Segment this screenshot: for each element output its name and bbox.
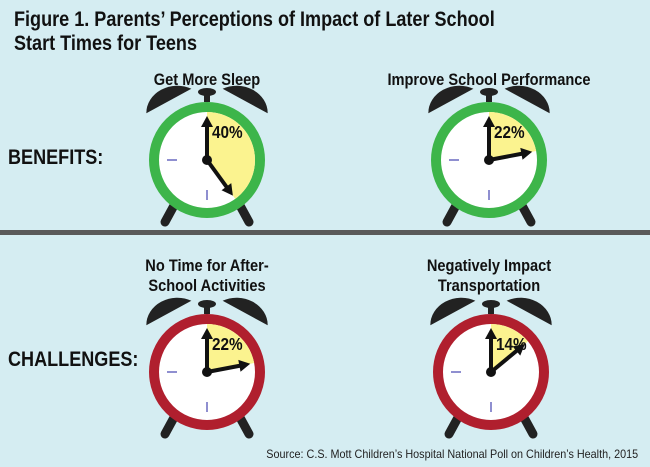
figure-title: Figure 1. Parents’ Perceptions of Impact…	[14, 8, 495, 55]
clock-1: 40%	[146, 85, 268, 227]
percent-label: 14%	[496, 334, 527, 354]
clock-title-transportation: Negatively Impact Transportation	[426, 256, 552, 295]
percent-wedge	[491, 324, 528, 372]
minute-hand-arrow-icon	[485, 328, 497, 339]
minute-hand-arrow-icon	[201, 328, 213, 339]
hour-hand	[489, 347, 521, 374]
clock-pivot	[202, 367, 212, 377]
percent-label: 22%	[494, 122, 525, 142]
bell-left-icon	[428, 85, 474, 114]
hour-hand-arrow-icon	[520, 147, 533, 160]
clock-stem	[204, 304, 210, 314]
minute-hand-arrow-icon	[483, 116, 495, 127]
bell-left-icon	[146, 85, 192, 114]
clock-4: 14%	[430, 297, 552, 439]
clock-knob	[480, 88, 498, 96]
clock-title-sleep: Get More Sleep	[153, 70, 261, 89]
bell-right-icon	[222, 297, 268, 326]
percent-wedge	[207, 324, 255, 372]
percent-wedge	[489, 112, 537, 160]
bell-left-icon	[430, 297, 476, 326]
bell-left-icon	[146, 297, 192, 326]
hour-hand-arrow-icon	[512, 343, 525, 356]
clock-3: 22%	[146, 297, 268, 439]
hour-hand-arrow-icon	[221, 183, 233, 196]
clock-title-performance: Improve School Performance	[387, 70, 591, 89]
benefits-label: BENEFITS:	[8, 146, 104, 169]
clock-stem	[486, 92, 492, 102]
clock-2: 22%	[428, 85, 550, 227]
hour-hand	[206, 363, 243, 374]
hour-hand-arrow-icon	[238, 359, 251, 372]
clock-knob	[198, 300, 216, 308]
clock-pivot	[486, 367, 496, 377]
clock-knob	[482, 300, 500, 308]
hour-hand	[205, 158, 230, 191]
clock-stem	[204, 92, 210, 102]
section-divider	[0, 230, 650, 235]
minute-hand-arrow-icon	[201, 116, 213, 127]
bell-right-icon	[504, 85, 550, 114]
bell-right-icon	[506, 297, 552, 326]
percent-label: 22%	[212, 334, 243, 354]
clock-title-activities: No Time for After-School Activities	[145, 256, 269, 295]
percent-wedge	[207, 112, 255, 199]
clock-stem	[488, 304, 494, 314]
challenges-label: CHALLENGES:	[8, 348, 139, 371]
source-note: Source: C.S. Mott Children’s Hospital Na…	[266, 447, 638, 461]
clock-pivot	[202, 155, 212, 165]
bell-right-icon	[222, 85, 268, 114]
clock-knob	[198, 88, 216, 96]
percent-label: 40%	[212, 122, 243, 142]
clock-pivot	[484, 155, 494, 165]
hour-hand	[488, 151, 525, 162]
